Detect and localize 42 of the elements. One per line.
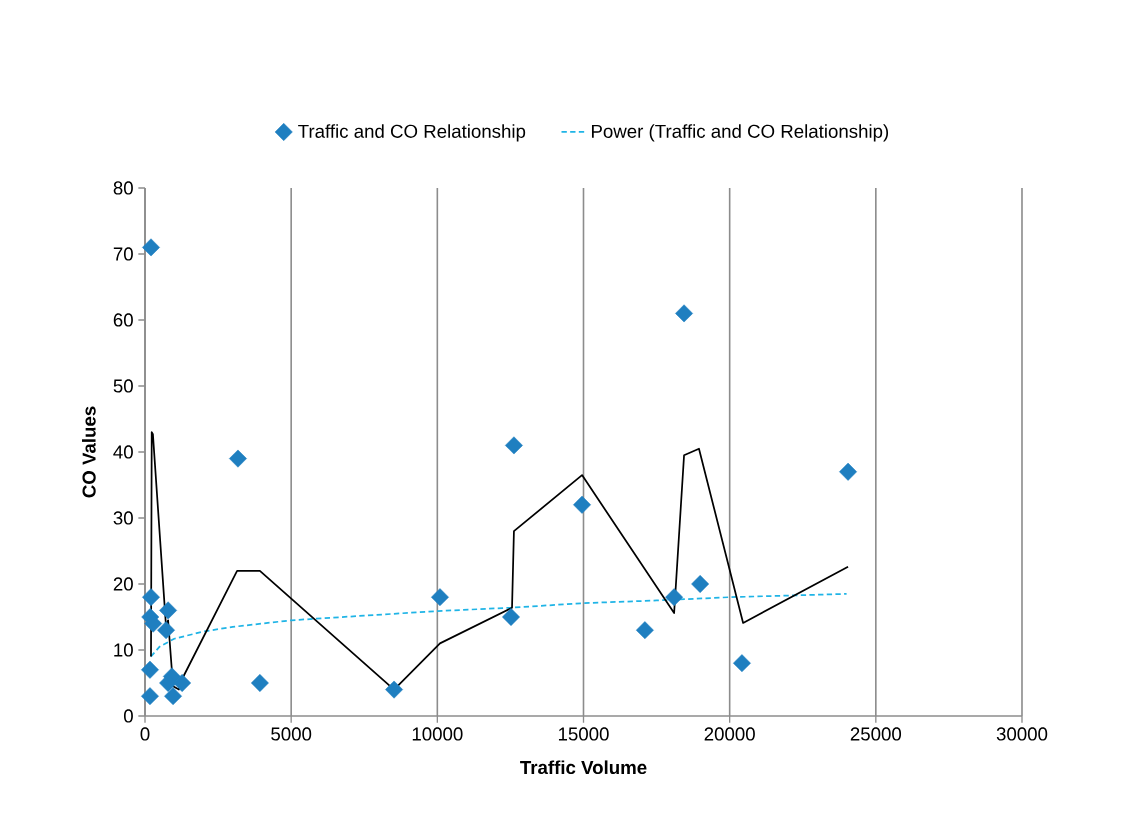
point — [733, 654, 751, 673]
y-tick-label: 70 — [113, 247, 133, 261]
point — [142, 238, 160, 257]
point — [159, 601, 178, 620]
point — [675, 304, 693, 323]
x-tick-label: 15000 — [558, 727, 609, 741]
y-tick-label: 30 — [113, 511, 133, 525]
x-tick-label: 5000 — [271, 727, 312, 741]
point — [229, 449, 247, 468]
y-tick-label: 60 — [113, 313, 133, 327]
point — [839, 462, 857, 481]
point — [157, 621, 175, 640]
point — [431, 588, 449, 607]
point — [502, 608, 520, 626]
x-tick-label: 10000 — [412, 727, 463, 741]
y-tick-label: 80 — [113, 181, 133, 195]
y-axis-title: CO Values — [82, 406, 96, 498]
point — [250, 674, 269, 692]
legend-label: Power (Traffic and CO Relationship) — [591, 124, 889, 142]
point — [385, 680, 403, 699]
point — [665, 588, 684, 607]
x-tick-label: 25000 — [850, 727, 902, 741]
y-tick-label: 50 — [113, 379, 133, 393]
y-tick-label: 10 — [114, 643, 133, 657]
y-tick-label: 0 — [123, 709, 133, 723]
legend-label: Traffic and CO Relationship — [298, 124, 526, 142]
point — [691, 575, 710, 593]
x-tick-label: 30000 — [996, 727, 1048, 741]
x-tick-label: 20000 — [704, 727, 755, 741]
x-tick-label: 0 — [140, 727, 150, 741]
point — [142, 588, 160, 607]
line-series — [149, 593, 848, 658]
point — [635, 621, 654, 640]
x-axis-title: Traffic Volume — [520, 760, 647, 775]
point — [173, 674, 192, 692]
point — [141, 660, 159, 679]
point — [141, 687, 159, 706]
point — [505, 436, 523, 455]
point — [573, 495, 591, 514]
y-tick-label: 40 — [113, 445, 133, 459]
point — [164, 687, 182, 706]
y-tick-label: 20 — [113, 577, 133, 591]
